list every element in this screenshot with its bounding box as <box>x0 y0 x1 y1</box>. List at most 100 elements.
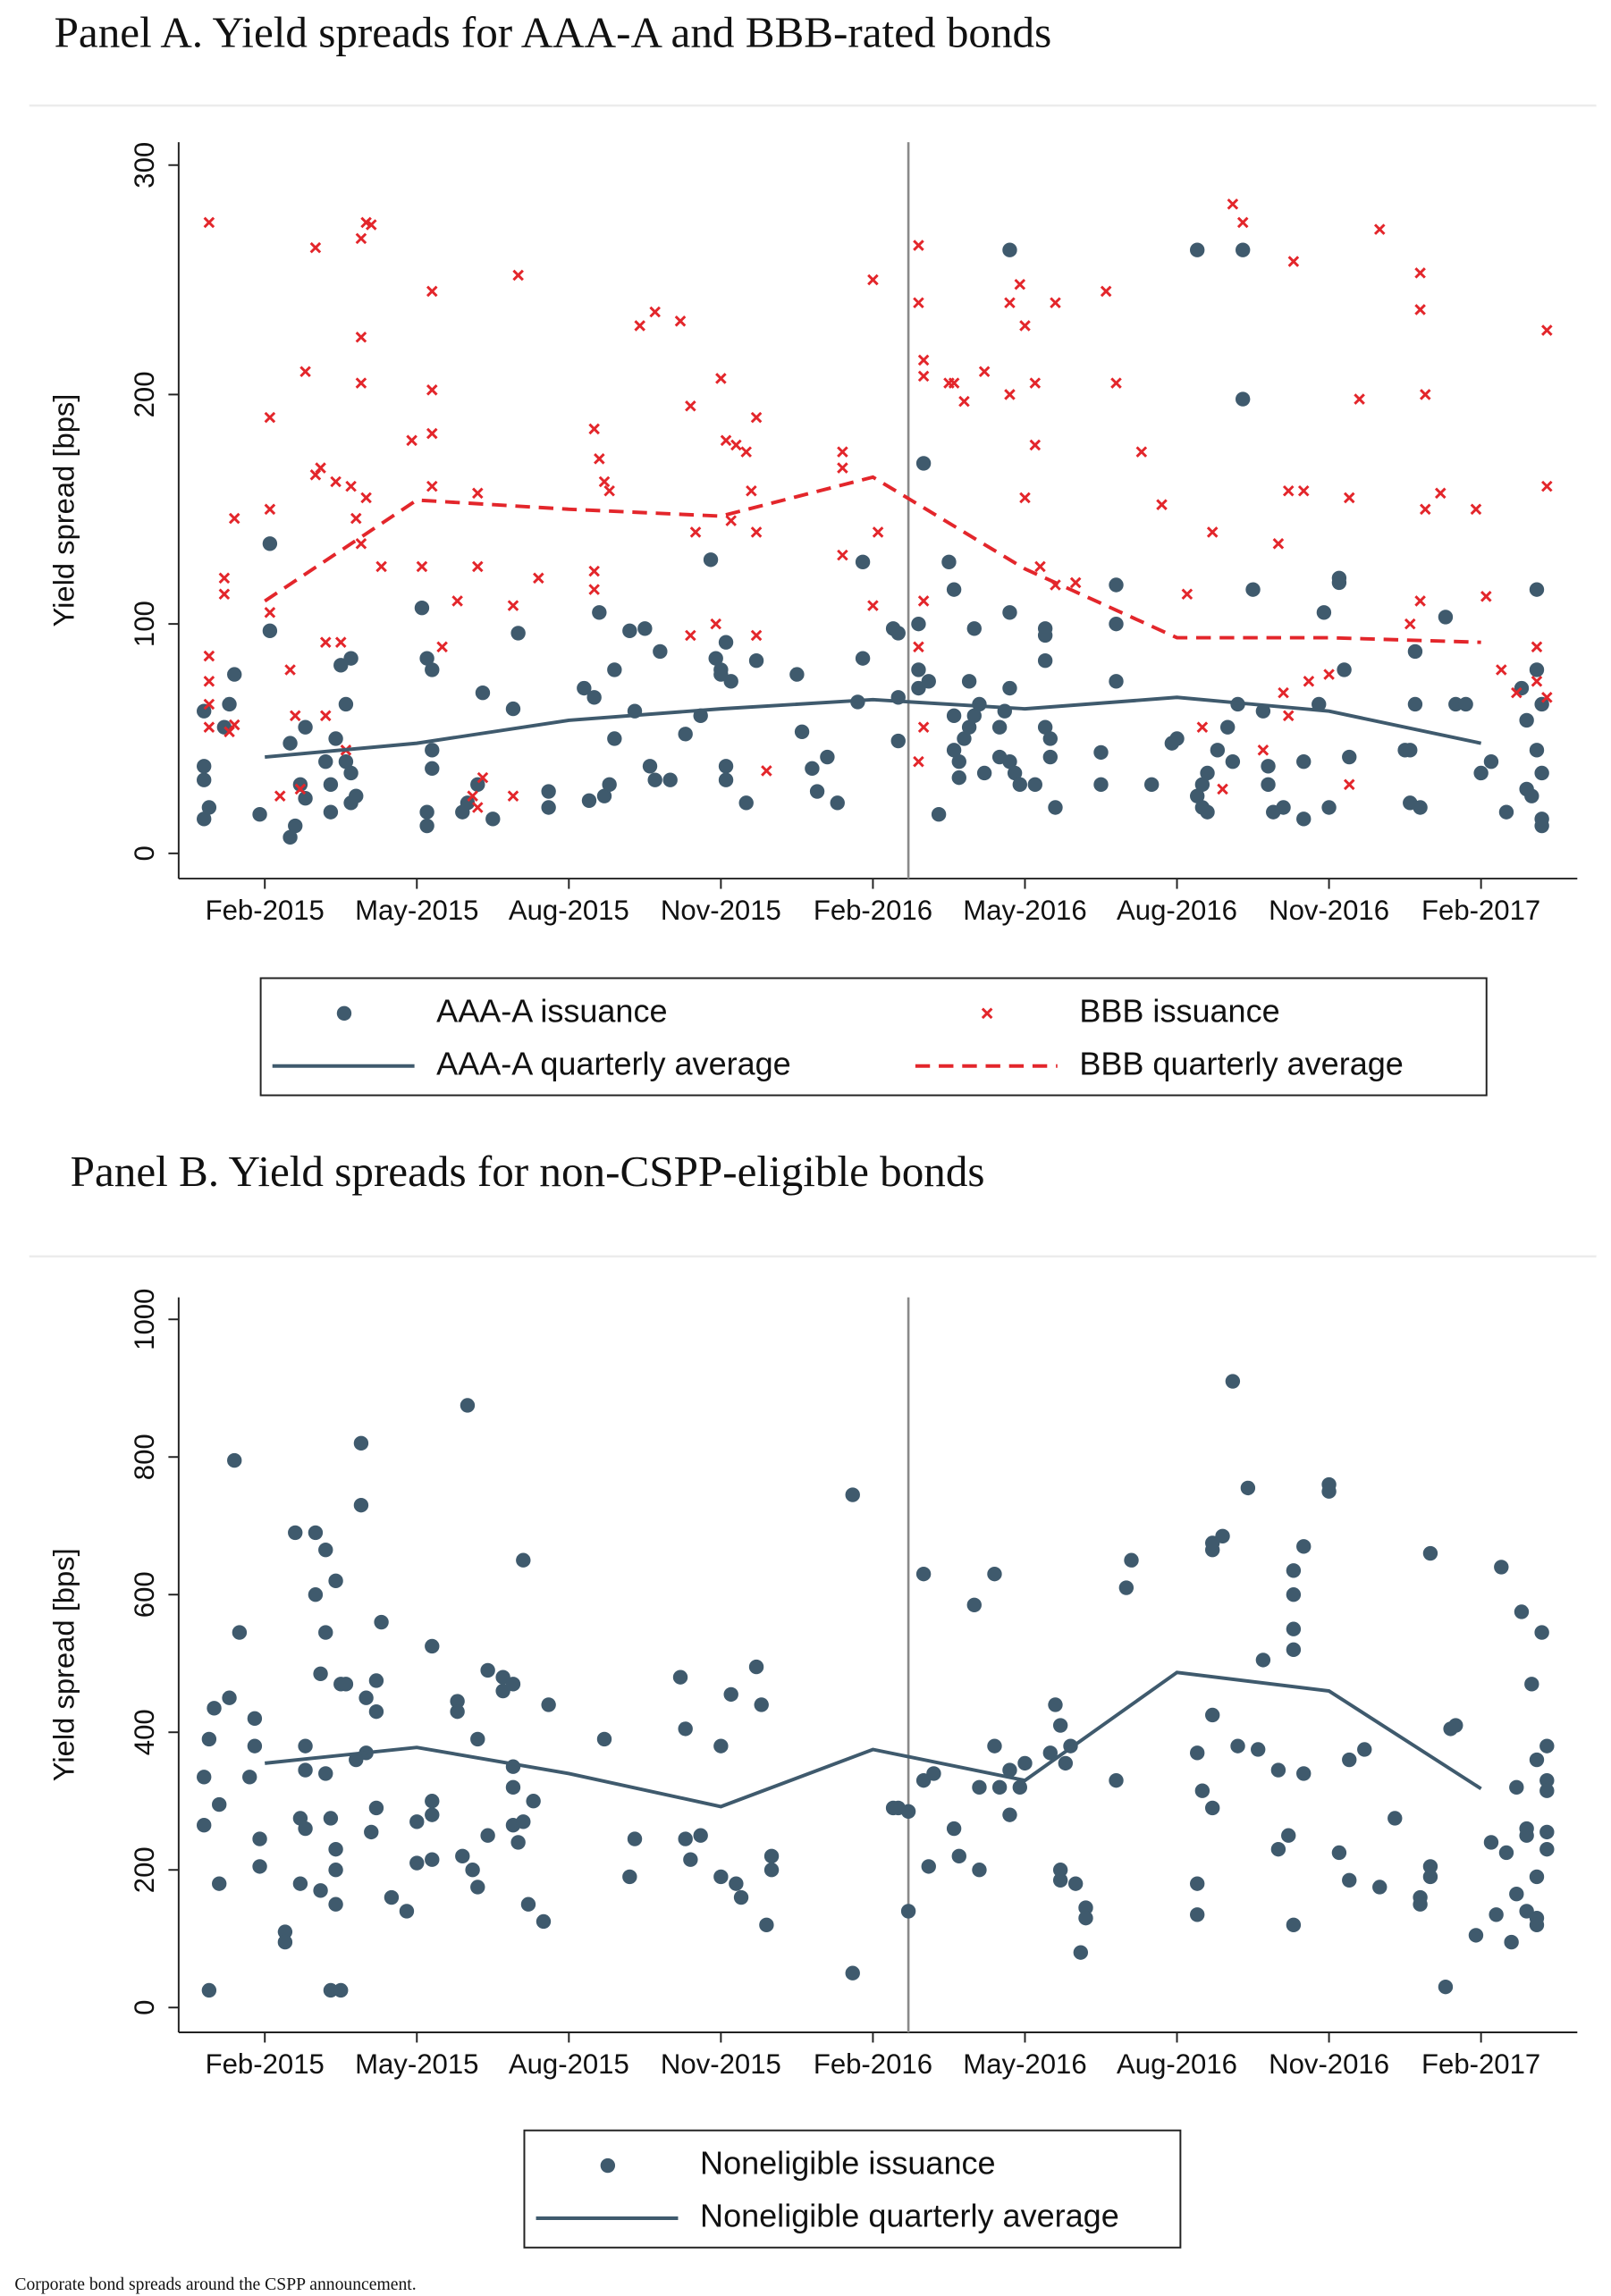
point <box>602 777 617 793</box>
point <box>911 662 926 677</box>
point <box>1524 1677 1539 1692</box>
point <box>1220 719 1236 735</box>
point <box>277 1934 293 1950</box>
point <box>607 731 622 746</box>
point <box>1534 765 1549 781</box>
point <box>1539 1783 1555 1798</box>
point <box>1200 804 1215 820</box>
point <box>1004 389 1016 400</box>
point <box>598 475 611 488</box>
point <box>972 1863 987 1878</box>
point <box>1225 1374 1241 1389</box>
point <box>1012 1779 1027 1796</box>
x-tick-label: Nov-2015 <box>661 2048 781 2080</box>
point <box>588 565 600 577</box>
point <box>917 595 930 607</box>
x-tick-label: Nov-2016 <box>1269 895 1389 926</box>
point <box>1529 582 1545 597</box>
point <box>647 772 662 787</box>
point <box>426 285 438 298</box>
point <box>451 595 463 607</box>
point <box>1343 778 1355 791</box>
point <box>1413 1897 1428 1912</box>
point <box>374 1614 389 1630</box>
point <box>409 1814 425 1829</box>
point <box>1286 1917 1302 1933</box>
point <box>516 1552 531 1568</box>
point <box>1002 1762 1017 1778</box>
point <box>505 701 521 717</box>
y-tick-label: 200 <box>129 371 160 417</box>
point <box>1539 1841 1555 1857</box>
x-tick-label: Feb-2016 <box>814 895 932 926</box>
point <box>228 719 240 731</box>
point <box>913 240 924 251</box>
point <box>1483 1835 1499 1850</box>
point <box>450 1694 465 1709</box>
point <box>1419 503 1431 516</box>
legend-label: BBB quarterly average <box>1079 1045 1404 1081</box>
point <box>207 1701 222 1716</box>
point <box>358 1690 374 1705</box>
point <box>1331 570 1347 585</box>
point <box>1373 223 1386 235</box>
point <box>917 721 930 733</box>
point <box>607 662 622 677</box>
point <box>872 526 884 538</box>
point <box>262 536 278 551</box>
point <box>1109 616 1124 632</box>
point <box>1539 1824 1555 1840</box>
point <box>1027 777 1042 793</box>
point <box>1337 662 1352 677</box>
point <box>946 582 962 597</box>
point <box>958 395 970 408</box>
point <box>1048 800 1063 815</box>
point <box>318 753 333 770</box>
point <box>289 710 301 722</box>
point <box>972 1779 987 1796</box>
x-tick-label: Feb-2017 <box>1421 895 1540 926</box>
point <box>1052 1872 1068 1888</box>
point <box>1257 744 1269 756</box>
point <box>1255 1653 1271 1668</box>
point <box>594 453 605 465</box>
point <box>1448 1718 1463 1733</box>
point <box>718 759 734 774</box>
point <box>1007 765 1023 781</box>
point <box>455 1848 470 1864</box>
point <box>746 484 757 497</box>
point <box>197 1817 212 1833</box>
point <box>1069 576 1082 589</box>
point <box>203 650 215 662</box>
point <box>1296 812 1312 827</box>
point <box>1073 1945 1089 1960</box>
y-axis-title: Yield spread [bps] <box>46 394 80 627</box>
point <box>375 560 387 573</box>
point <box>470 1731 485 1747</box>
point <box>1245 582 1261 597</box>
point <box>991 1779 1008 1796</box>
point <box>662 772 678 787</box>
point <box>1093 777 1109 793</box>
point <box>1296 1766 1312 1781</box>
x-tick-label: Feb-2017 <box>1421 2048 1540 2080</box>
point <box>1286 1563 1302 1578</box>
point <box>966 621 982 636</box>
point <box>247 1738 263 1754</box>
point <box>1004 297 1016 309</box>
point <box>1534 812 1549 827</box>
point <box>419 651 434 666</box>
point <box>368 1703 384 1720</box>
point <box>313 1883 328 1898</box>
point <box>1190 788 1205 803</box>
point <box>672 1669 688 1685</box>
point <box>1282 484 1295 497</box>
point <box>323 1982 339 1998</box>
point <box>328 1897 343 1912</box>
y-tick-label: 600 <box>129 1571 160 1618</box>
point <box>274 790 286 802</box>
point <box>1278 686 1289 699</box>
point <box>419 818 434 834</box>
point <box>718 772 734 787</box>
